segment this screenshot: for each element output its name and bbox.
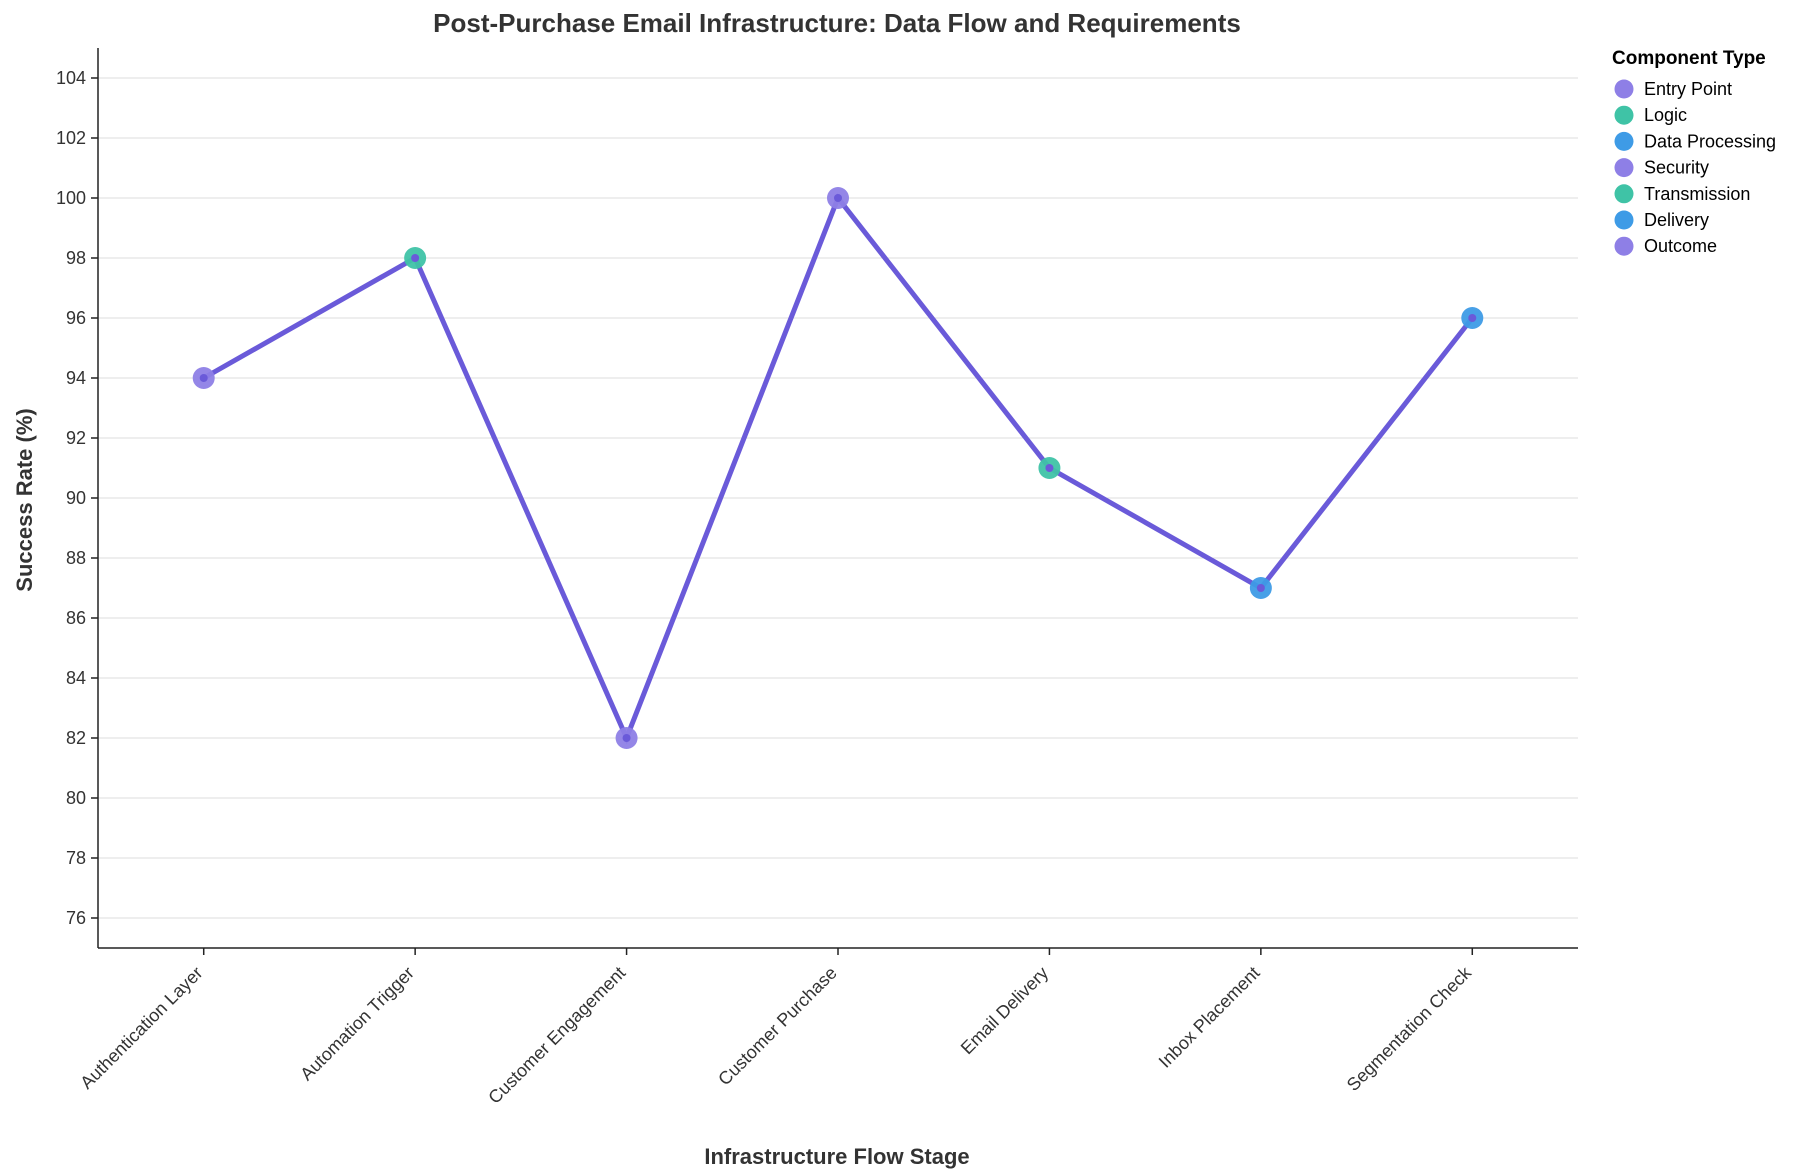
data-point-center <box>1256 584 1265 592</box>
legend-label: Entry Point <box>1644 79 1732 99</box>
y-tick-label: 88 <box>66 548 86 568</box>
legend: Component Type Entry Point Logic Data Proc… <box>1612 48 1776 256</box>
x-axis-title: Infrastructure Flow Stage <box>704 1144 969 1169</box>
y-tick-label: 82 <box>66 728 86 748</box>
chart-title: Post-Purchase Email Infrastructure: Data… <box>433 8 1241 38</box>
y-tick-label: 80 <box>66 788 86 808</box>
x-tick-label: Automation Trigger <box>296 963 418 1085</box>
legend-label: Transmission <box>1644 184 1750 204</box>
legend-label: Security <box>1644 158 1709 178</box>
x-tick-label: Segmentation Check <box>1343 962 1476 1095</box>
data-point-center <box>411 254 420 262</box>
y-tick-label: 100 <box>56 188 86 208</box>
legend-label: Data Processing <box>1644 131 1776 151</box>
legend-label: Logic <box>1644 105 1687 125</box>
legend-swatch <box>1614 79 1634 99</box>
y-tick-label: 96 <box>66 308 86 328</box>
y-tick-label: 78 <box>66 848 86 868</box>
x-tick-label: Authentication Layer <box>76 963 206 1093</box>
data-point-center <box>834 194 842 202</box>
y-tick-label: 86 <box>66 608 86 628</box>
x-tick-label: Inbox Placement <box>1155 963 1264 1072</box>
legend-swatch <box>1614 236 1634 256</box>
legend-label: Outcome <box>1644 236 1717 256</box>
legend-swatch <box>1614 210 1634 230</box>
x-tick-label: Email Delivery <box>957 963 1052 1058</box>
data-point-center <box>622 734 631 742</box>
legend-swatch <box>1614 158 1634 178</box>
y-tick-label: 90 <box>66 488 86 508</box>
series-line-layer <box>202 193 1475 745</box>
legend-entries: Entry Point Logic Data Processing Security T… <box>1614 79 1776 256</box>
y-tick-label: 92 <box>66 428 86 448</box>
y-axis-title: Success Rate (%) <box>12 408 37 591</box>
legend-swatch <box>1614 184 1634 204</box>
x-tick-label: Customer Engagement <box>484 963 629 1108</box>
data-point-center <box>199 374 208 382</box>
y-tick-label: 94 <box>66 368 86 388</box>
legend-title: Component Type <box>1612 48 1766 69</box>
legend-label: Delivery <box>1644 210 1709 230</box>
y-tick-label: 84 <box>66 668 86 688</box>
data-point-center <box>1045 464 1054 472</box>
axes: 76 78 80 82 84 86 88 90 92 94 96 98 100 102 104 Authent… <box>56 48 1578 1108</box>
data-points <box>192 187 1484 749</box>
legend-swatch <box>1614 131 1634 151</box>
data-point-center <box>1468 314 1477 322</box>
y-tick-label: 76 <box>66 908 86 928</box>
legend-swatch <box>1614 105 1634 125</box>
x-tick-label: Customer Purchase <box>714 963 841 1090</box>
y-tick-label: 104 <box>56 68 86 88</box>
y-tick-label: 102 <box>56 128 86 148</box>
series-line <box>202 193 1475 745</box>
y-tick-label: 98 <box>66 248 86 268</box>
